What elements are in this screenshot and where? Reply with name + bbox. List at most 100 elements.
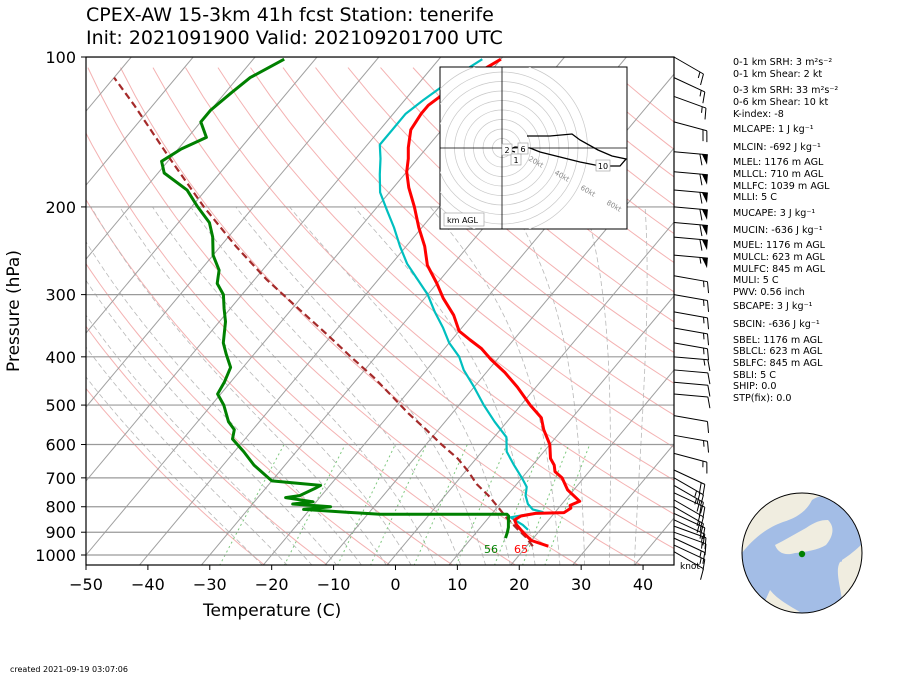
wind-barb	[673, 77, 706, 104]
moist-adiabat	[510, 206, 586, 565]
globe-landmass	[775, 520, 833, 555]
y-tick-label: 500	[45, 396, 76, 415]
sounding-index-line: MULCL: 623 m AGL	[733, 252, 825, 263]
dewpoint-profile-line	[160, 57, 511, 539]
sounding-index-line: SBLI: 5 C	[733, 370, 776, 381]
parcel-profile-line	[113, 76, 534, 547]
moist-adiabat	[235, 206, 486, 565]
sounding-index-line: MULFC: 845 m AGL	[733, 264, 826, 275]
sounding-index-line: SHIP: 0.0	[733, 381, 777, 392]
dry-adiabat	[412, 67, 674, 293]
isotherm	[324, 147, 674, 565]
moist-adiabat	[119, 206, 412, 565]
svg-text:10: 10	[598, 162, 608, 171]
sounding-index-line: 0-1 km Shear: 2 kt	[733, 69, 823, 80]
sounding-index-line: MLCIN: -692 J kg⁻¹	[733, 142, 821, 153]
sounding-index-line: MLLFC: 1039 m AGL	[733, 181, 830, 192]
isotherm	[386, 221, 674, 565]
isotherm	[86, 57, 380, 408]
x-tick-label: −40	[131, 575, 165, 594]
hodograph-height-marker: 2	[501, 143, 513, 156]
isotherm	[86, 57, 194, 186]
station-locator-globe	[741, 492, 863, 614]
wind-barb	[673, 452, 708, 474]
sounding-index-line: SBCIN: -636 J kg⁻¹	[733, 319, 820, 330]
globe-outline	[741, 492, 863, 614]
dry-adiabat	[217, 67, 674, 481]
wind-barb	[673, 121, 708, 143]
dry-adiabat	[347, 67, 674, 354]
moist-adiabat	[86, 241, 362, 565]
wind-barb	[673, 56, 704, 86]
wind-barb	[673, 327, 710, 346]
chart-subtitle: Init: 2021091900 Valid: 202109201700 UTC	[86, 27, 503, 49]
mixing-ratio-line	[337, 444, 396, 565]
sounding-index-line: SBCAPE: 3 J kg⁻¹	[733, 301, 813, 312]
wind-barb	[673, 544, 706, 571]
sounding-index-line: PWV: 0.56 inch	[733, 287, 805, 298]
axes: −50 −40 −30 −20 −10 0 10 20 30 40 100 200 300 400 500 6…	[35, 48, 653, 594]
sounding-index-line: MLCAPE: 1 J kg⁻¹	[733, 124, 814, 135]
wind-barb	[673, 537, 706, 564]
sounding-index-line: MUEL: 1176 m AGL	[733, 240, 826, 251]
wind-barb	[673, 222, 708, 237]
x-tick-label: −50	[69, 575, 103, 594]
wetbulb-profile-line	[378, 58, 544, 531]
dry-adiabat	[86, 198, 454, 565]
dry-adiabat	[185, 67, 674, 515]
surface-temperature-label: 65	[514, 543, 528, 556]
wind-barb	[673, 151, 708, 166]
dry-adiabat	[86, 387, 266, 565]
mixing-ratio-line	[370, 444, 427, 565]
wind-barb	[673, 381, 711, 397]
x-tick-label: 20	[509, 575, 529, 594]
wind-barb	[673, 356, 711, 372]
wind-barb	[673, 477, 704, 507]
y-tick-label: 700	[45, 469, 76, 488]
temperature-profile-line	[405, 57, 582, 548]
dry-adiabat	[380, 67, 674, 323]
y-axis-label: Pressure (hPa)	[4, 250, 24, 372]
dry-adiabat	[282, 67, 674, 416]
mixing-ratio-line	[283, 444, 346, 565]
sounding-index-line: 0-3 km SRH: 33 m²s⁻²	[733, 85, 839, 96]
wind-barb-column	[673, 56, 711, 580]
wind-barb	[673, 236, 708, 251]
y-tick-label: 400	[45, 348, 76, 367]
isotherm	[86, 57, 318, 334]
wind-barb	[673, 171, 708, 186]
moist-adiabat	[584, 206, 611, 565]
hodograph-height-marker: 10	[595, 159, 611, 172]
y-tick-label: 1000	[35, 546, 76, 565]
surface-dewpoint-label: 56	[484, 543, 498, 556]
sounding-index-line: SBLCL: 623 m AGL	[733, 346, 823, 357]
dry-adiabat	[86, 132, 517, 565]
wind-barb	[673, 434, 710, 453]
moist-adiabat	[429, 206, 561, 565]
dry-adiabat	[152, 67, 674, 550]
mixing-ratio-line	[413, 444, 468, 565]
y-tick-label: 300	[45, 286, 76, 305]
dry-adiabat	[250, 67, 674, 448]
sounding-index-line: MUCIN: -636 J kg⁻¹	[733, 225, 823, 236]
isotherm	[572, 443, 674, 565]
x-tick-label: 0	[390, 575, 400, 594]
sounding-index-line: 0-6 km Shear: 10 kt	[733, 97, 829, 108]
moist-adiabat	[152, 206, 437, 565]
sounding-index-line: K-index: -8	[733, 109, 784, 120]
y-tick-label: 100	[45, 48, 76, 67]
wind-barb	[673, 342, 710, 361]
x-tick-label: 40	[633, 575, 653, 594]
moist-adiabat	[90, 206, 387, 565]
x-tick-label: −30	[193, 575, 227, 594]
moist-adiabat	[86, 376, 263, 565]
wind-barb	[673, 206, 708, 221]
wind-barb	[673, 311, 710, 330]
wind-barb	[673, 393, 711, 409]
svg-text:2: 2	[504, 146, 509, 155]
hodograph-height-marker: 1	[510, 153, 522, 166]
moist-adiabat	[190, 206, 462, 565]
svg-text:6: 6	[520, 145, 525, 154]
x-tick-label: −10	[317, 575, 351, 594]
